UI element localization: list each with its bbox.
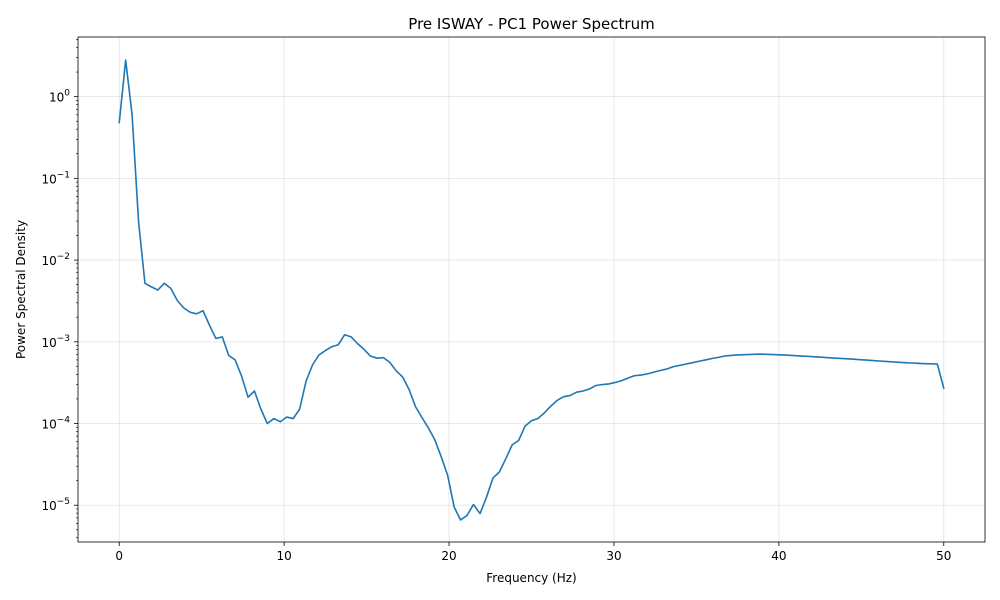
series-layer <box>118 59 945 521</box>
y-tick-label: 10−5 <box>41 497 70 513</box>
y-tick-exponent: −3 <box>57 334 70 344</box>
y-tick-base: 10 <box>41 254 56 268</box>
y-tick-label: 100 <box>49 89 70 105</box>
chart-title: Pre ISWAY - PC1 Power Spectrum <box>408 15 654 33</box>
y-tick-exponent: 0 <box>64 89 70 99</box>
y-tick-label: 10−2 <box>41 252 70 268</box>
plot-frame <box>77 36 986 543</box>
y-tick-base: 10 <box>41 336 56 350</box>
y-axis-label: Power Spectral Density <box>14 220 28 359</box>
x-tick-label: 30 <box>606 549 621 563</box>
y-tick-exponent: −1 <box>57 170 70 180</box>
y-tick-base: 10 <box>41 499 56 513</box>
y-tick-exponent: −2 <box>57 252 70 262</box>
x-axis-ticks: 0 10 20 30 40 50 <box>115 542 951 563</box>
x-tick-label: 40 <box>771 549 786 563</box>
y-tick-base: 10 <box>41 172 56 186</box>
grid-lines <box>78 37 985 542</box>
x-axis-label: Frequency (Hz) <box>486 571 577 585</box>
y-tick-exponent: −4 <box>57 416 71 426</box>
y-tick-base: 10 <box>41 418 56 432</box>
y-tick-label: 10−4 <box>41 416 70 432</box>
series-line <box>118 59 945 521</box>
y-tick-label: 10−3 <box>41 334 70 350</box>
x-tick-label: 0 <box>115 549 123 563</box>
x-tick-label: 20 <box>441 549 456 563</box>
y-tick-base: 10 <box>49 91 64 105</box>
y-tick-exponent: −5 <box>57 497 70 507</box>
x-tick-label: 50 <box>936 549 951 563</box>
y-tick-label: 10−1 <box>41 170 70 186</box>
x-tick-label: 10 <box>276 549 291 563</box>
